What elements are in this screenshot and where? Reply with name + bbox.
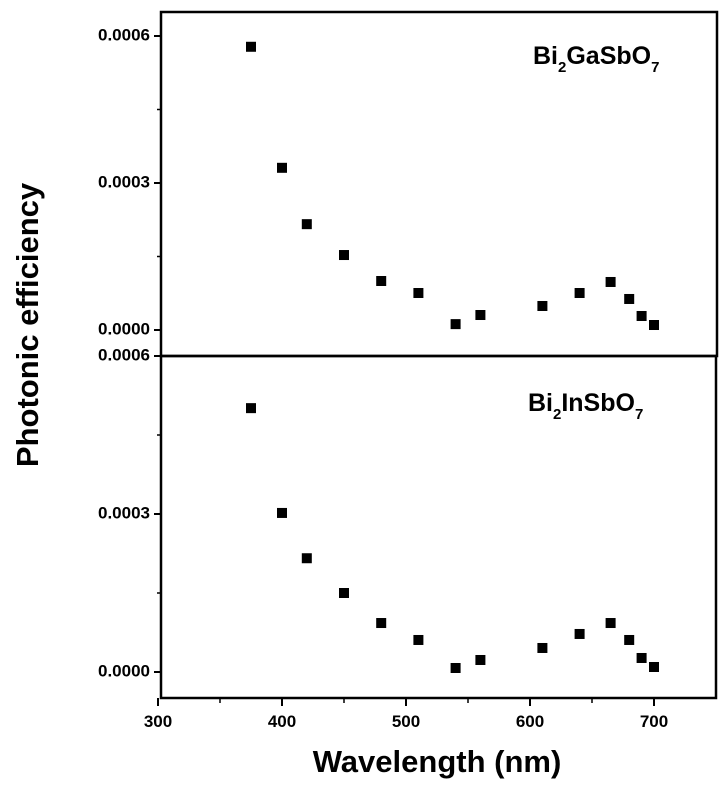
x-axis-title: Wavelength (nm) (313, 744, 562, 779)
data-point (450, 319, 461, 330)
data-point (636, 652, 647, 663)
data-point (574, 288, 585, 299)
data-point (475, 310, 486, 321)
y-tick-label: 0.0003 (98, 172, 150, 191)
data-point (413, 634, 424, 645)
x-tick-label: 300 (144, 712, 172, 731)
x-tick-label: 500 (392, 712, 420, 731)
panel-bottom-frame (159, 354, 718, 700)
data-point (649, 661, 659, 672)
data-point (246, 403, 256, 414)
data-point (376, 618, 387, 629)
panel-bottom-label: Bi2InSbO7 (528, 389, 643, 423)
x-axis: 300 400 500 600 700 (144, 698, 668, 731)
data-point (624, 293, 635, 304)
panel-bottom: Bi2InSbO7 0.0000 0.0003 0.0006 (98, 345, 718, 700)
data-point (537, 642, 548, 653)
data-point (624, 634, 635, 645)
data-point (376, 276, 387, 286)
data-point (649, 320, 659, 331)
x-tick-label: 600 (516, 712, 544, 731)
y-tick-label: 0.0000 (98, 319, 150, 338)
y-tick-label: 0.0000 (98, 661, 150, 680)
y-tick-label: 0.0006 (98, 345, 150, 364)
data-point (605, 276, 616, 287)
y-axis-title: Photonic efficiency (10, 182, 45, 467)
data-point (339, 588, 349, 598)
data-point (301, 219, 312, 230)
data-point (537, 300, 548, 311)
data-point (605, 618, 616, 629)
data-point (413, 288, 424, 299)
y-tick-label: 0.0006 (98, 25, 150, 44)
panel-top-series (246, 41, 659, 331)
panel-top: Bi2GaSbO7 0.0000 0.0003 0.0006 (98, 10, 719, 358)
x-tick-label: 400 (268, 712, 296, 731)
panel-top-y-axis: 0.0000 0.0003 0.0006 (98, 25, 161, 338)
x-tick-label: 700 (640, 712, 668, 731)
data-point (636, 310, 647, 321)
data-point (277, 162, 287, 173)
y-tick-label: 0.0003 (98, 503, 150, 522)
panel-bottom-series (246, 403, 659, 673)
panel-top-label: Bi2GaSbO7 (533, 42, 659, 76)
data-point (475, 654, 486, 665)
data-point (246, 41, 256, 52)
data-point (450, 662, 461, 673)
data-point (574, 628, 585, 639)
panel-bottom-y-axis: 0.0000 0.0003 0.0006 (98, 345, 161, 680)
data-point (301, 553, 312, 564)
data-point (339, 250, 349, 261)
data-point (277, 507, 287, 518)
